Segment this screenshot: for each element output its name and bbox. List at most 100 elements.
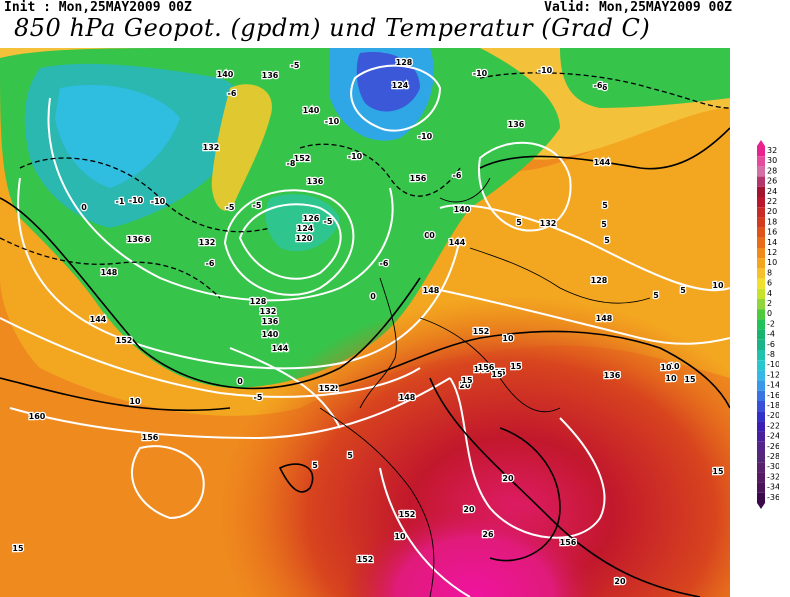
- geopotential-label-text: 152: [319, 384, 336, 393]
- legend-tick-label: 24: [767, 187, 777, 196]
- legend-swatch: [757, 176, 765, 187]
- legend-swatch: [757, 370, 765, 381]
- geopotential-label: 156: [558, 537, 578, 549]
- legend-tick-label: -28: [767, 452, 779, 461]
- temperature-label: 26: [482, 530, 494, 539]
- temperature-label: -10: [325, 117, 340, 126]
- geopotential-label-text: 128: [396, 58, 413, 67]
- legend-tick-label: 16: [767, 228, 777, 237]
- legend-tick-label: -32: [767, 472, 779, 481]
- temperature-label: -5: [253, 201, 262, 210]
- geopotential-label: 152: [397, 509, 416, 521]
- geopotential-label-text: 128: [250, 297, 267, 306]
- legend-tick-label: 8: [767, 268, 772, 277]
- geopotential-label-text: 132: [260, 307, 277, 316]
- valid-time: Valid: Mon,25MAY2009 00Z: [544, 0, 732, 15]
- temperature-label: 0: [370, 292, 376, 301]
- geopotential-label: 136: [602, 370, 622, 382]
- temperature-label: 15: [494, 368, 506, 377]
- geopotential-label: 148: [99, 267, 119, 279]
- geopotential-label-text: 126: [303, 214, 320, 223]
- geopotential-label: 160: [27, 411, 47, 423]
- legend-swatch: [757, 421, 765, 432]
- legend-tick-label: -20: [767, 411, 779, 420]
- geopotential-label-text: 148: [101, 268, 118, 277]
- legend-swatch: [757, 350, 765, 361]
- geopotential-label-text: 144: [449, 238, 466, 247]
- legend-swatch: [757, 441, 765, 452]
- geopotential-label: 140: [472, 364, 492, 376]
- temperature-label: 5: [516, 218, 522, 227]
- temperature-label: -6: [228, 89, 237, 98]
- geopotential-label: 132: [197, 237, 216, 249]
- legend-tick-label: 2: [767, 299, 772, 308]
- geopotential-label: 140: [215, 69, 235, 81]
- legend-swatches: [757, 140, 765, 509]
- geopotential-label-text: 148: [399, 393, 416, 402]
- legend-tick-label: 14: [767, 238, 777, 247]
- geopotential-label: 132: [538, 218, 557, 230]
- temperature-label: -1: [116, 197, 125, 206]
- geopotential-label-text: 160: [29, 412, 46, 421]
- geopotential-label-text: 140: [474, 365, 491, 374]
- geopotential-label-text: 152: [322, 384, 339, 393]
- geopotential-label: 124: [390, 80, 410, 92]
- temperature-label: -10: [348, 152, 363, 161]
- legend-swatch: [757, 401, 765, 412]
- geopotential-label: 140: [452, 204, 472, 216]
- init-time: Init : Mon,25MAY2009 00Z: [4, 0, 192, 15]
- header: Init : Mon,25MAY2009 00Z Valid: Mon,25MA…: [0, 0, 790, 48]
- temperature-contours-dashed: [0, 72, 730, 299]
- legend-swatch: [757, 462, 765, 473]
- legend-swatch: [757, 156, 765, 167]
- temperature-label: 10: [502, 334, 514, 343]
- legend-tick-label: -2: [767, 319, 775, 328]
- geopotential-label-text: 156: [560, 538, 577, 547]
- geopotential-label: 148: [397, 392, 417, 404]
- temperature-label: -10: [129, 196, 144, 205]
- temperature-label: 0: [237, 377, 243, 386]
- temperature-label: 0: [81, 203, 87, 212]
- geopotential-label-text: 156: [478, 363, 495, 372]
- temperature-label: 15: [510, 362, 522, 371]
- temperature-label: 5: [680, 286, 686, 295]
- legend-swatch: [757, 390, 765, 401]
- geopotential-label: 120: [294, 233, 314, 245]
- geopotential-label-text: 132: [199, 238, 216, 247]
- temperature-label: 20: [463, 505, 475, 514]
- temperature-label: -6: [380, 259, 389, 268]
- legend-tick-label: -24: [767, 432, 779, 441]
- geopotential-label: 128: [394, 57, 414, 69]
- legend-swatch: [757, 217, 765, 228]
- temperature-labels: -5-6-10-10-10-6-10-10-6-6-5-8-10-1 -10-50…: [11, 60, 725, 588]
- temperature-label: 15: [712, 467, 724, 476]
- legend-tick-label: 32: [767, 146, 777, 155]
- geopotential-label: 156: [408, 173, 428, 185]
- geopotential-label: 152: [114, 335, 133, 347]
- legend-tick-label: 4: [767, 289, 772, 298]
- geopotential-label: 144: [88, 314, 108, 326]
- geopotential-label-text: 140: [217, 70, 234, 79]
- geopotential-label-text: 144: [594, 158, 611, 167]
- legend-swatch: [757, 309, 765, 320]
- temperature-label: 0: [429, 231, 435, 240]
- geopotential-label: 152: [292, 153, 311, 165]
- hot-core: [0, 48, 730, 597]
- geopotential-label-text: 144: [90, 315, 107, 324]
- legend-tick-label: 0: [767, 309, 772, 318]
- legend-swatch: [757, 319, 765, 330]
- geopotential-label-text: 152: [473, 327, 490, 336]
- geopotential-label: 148: [594, 313, 614, 325]
- temperature-label: 10: [668, 362, 680, 371]
- geopotential-label-text: 140: [303, 106, 320, 115]
- geopotential-label: 132: [201, 142, 220, 154]
- geopotential-label-text: 124: [297, 224, 314, 233]
- geopotential-label-text: 136: [508, 120, 525, 129]
- chart-title: 850 hPa Geopot. (gpdm) und Temperatur (G…: [14, 14, 651, 42]
- geopotential-label: 136: [506, 119, 526, 131]
- geopotential-label: 148: [421, 285, 441, 297]
- geopotential-label: 126: [301, 213, 321, 225]
- legend-labels: 32302826242220181614121086420-2-4-6-8-10…: [767, 146, 779, 502]
- legend-swatch: [757, 431, 765, 442]
- geopotential-label: 152: [320, 383, 339, 395]
